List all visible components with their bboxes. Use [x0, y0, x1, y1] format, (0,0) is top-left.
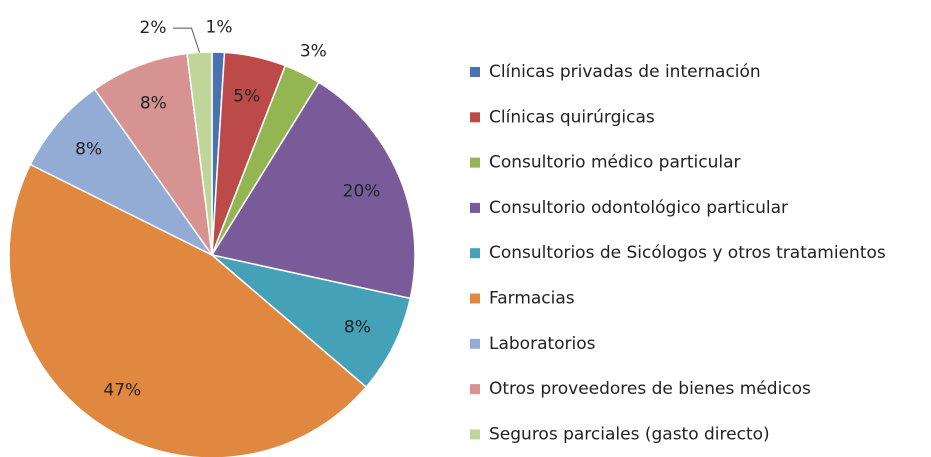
legend-label: Consultorio médico particular — [489, 153, 741, 173]
data-label: 3% — [300, 41, 327, 61]
data-label: 8% — [344, 317, 371, 337]
legend-label: Otros proveedores de bienes médicos — [489, 379, 811, 399]
pie-slice — [211, 254, 412, 389]
leader-line — [173, 27, 200, 53]
legend-swatch — [470, 202, 480, 213]
legend-label: Clínicas quirúrgicas — [489, 107, 655, 127]
legend-label: Clínicas privadas de internación — [489, 62, 761, 82]
legend-label: Consultorio odontológico particular — [489, 198, 788, 218]
data-label: 2% — [140, 18, 167, 38]
legend-swatch — [470, 384, 480, 395]
legend-label: Laboratorios — [489, 334, 596, 354]
legend-swatch — [470, 248, 480, 259]
legend-label: Seguros parciales (gasto directo) — [489, 424, 770, 444]
legend-swatch — [470, 293, 480, 304]
pie-slice — [210, 81, 416, 300]
legend-swatch — [470, 338, 480, 349]
data-label: 8% — [140, 94, 167, 114]
pie-slice — [8, 163, 368, 457]
legend-swatch — [470, 112, 480, 123]
data-label: 20% — [343, 182, 381, 202]
data-label: 1% — [206, 18, 233, 38]
legend-swatch — [470, 157, 480, 168]
legend-swatch — [470, 67, 480, 77]
pie-slice — [29, 88, 213, 256]
pie-slice — [186, 51, 213, 256]
legend-label: Consultorios de Sicólogos y otros tratam… — [489, 243, 886, 263]
legend-swatch — [470, 429, 480, 440]
pie-slice — [93, 52, 213, 256]
data-label: 8% — [75, 139, 102, 159]
data-label: 47% — [103, 380, 141, 400]
data-label: 5% — [233, 86, 260, 106]
legend-label: Farmacias — [489, 289, 575, 309]
